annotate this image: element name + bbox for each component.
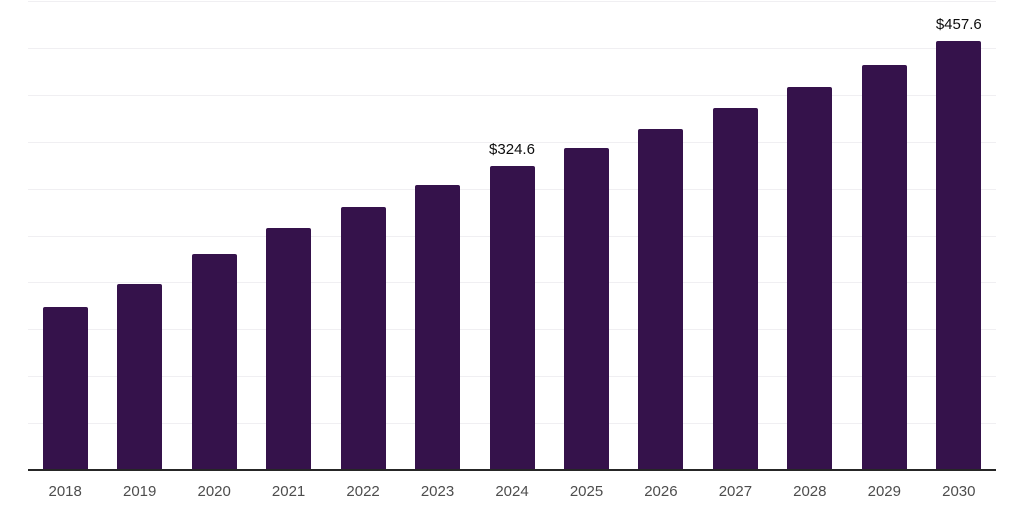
bar-2019 [117,284,163,470]
x-tick-label-2026: 2026 [644,483,678,500]
bar-2025 [564,147,609,470]
x-tick-label-2028: 2028 [793,483,827,500]
bar-2028 [787,87,833,470]
bar-2026 [638,128,684,470]
x-tick-label-2029: 2029 [867,483,901,500]
bar-2022 [340,206,386,470]
x-tick-label-2030: 2030 [942,483,976,500]
x-tick-label-2022: 2022 [346,483,380,500]
bar-2029 [861,64,907,470]
bar-2024 [489,165,535,470]
bar-2030 [936,40,982,470]
value-label-2030: $457.6 [935,15,982,33]
bar-2020 [191,254,237,470]
x-tick-label-2020: 2020 [197,483,231,500]
bar-2018 [42,306,88,470]
gridline [28,1,996,2]
x-tick-label-2023: 2023 [420,483,455,500]
gridline [28,94,996,96]
bar-2027 [712,108,758,470]
x-tick-label-2019: 2019 [123,483,157,500]
x-tick-label-2024: 2024 [495,483,529,500]
x-tick-label-2025: 2025 [569,483,604,500]
x-axis-line [28,469,996,471]
x-tick-label-2027: 2027 [718,483,753,500]
bar-2021 [266,228,312,470]
value-label-2024: $324.6 [489,140,535,158]
x-tick-label-2018: 2018 [48,483,82,500]
gridline [28,47,996,49]
x-tick-label-2021: 2021 [271,483,306,500]
bar-2023 [415,184,460,470]
